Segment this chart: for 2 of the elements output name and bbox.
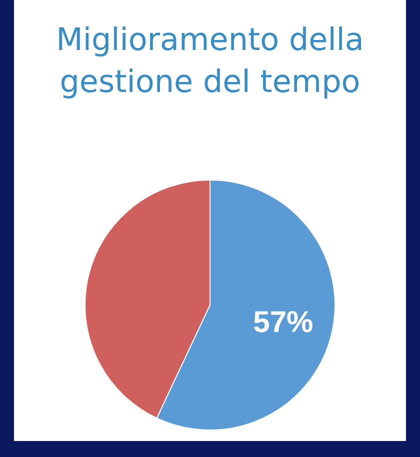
data-label: 57% — [253, 306, 314, 339]
chart-title: Miglioramento della gestione del tempo — [56, 22, 364, 100]
